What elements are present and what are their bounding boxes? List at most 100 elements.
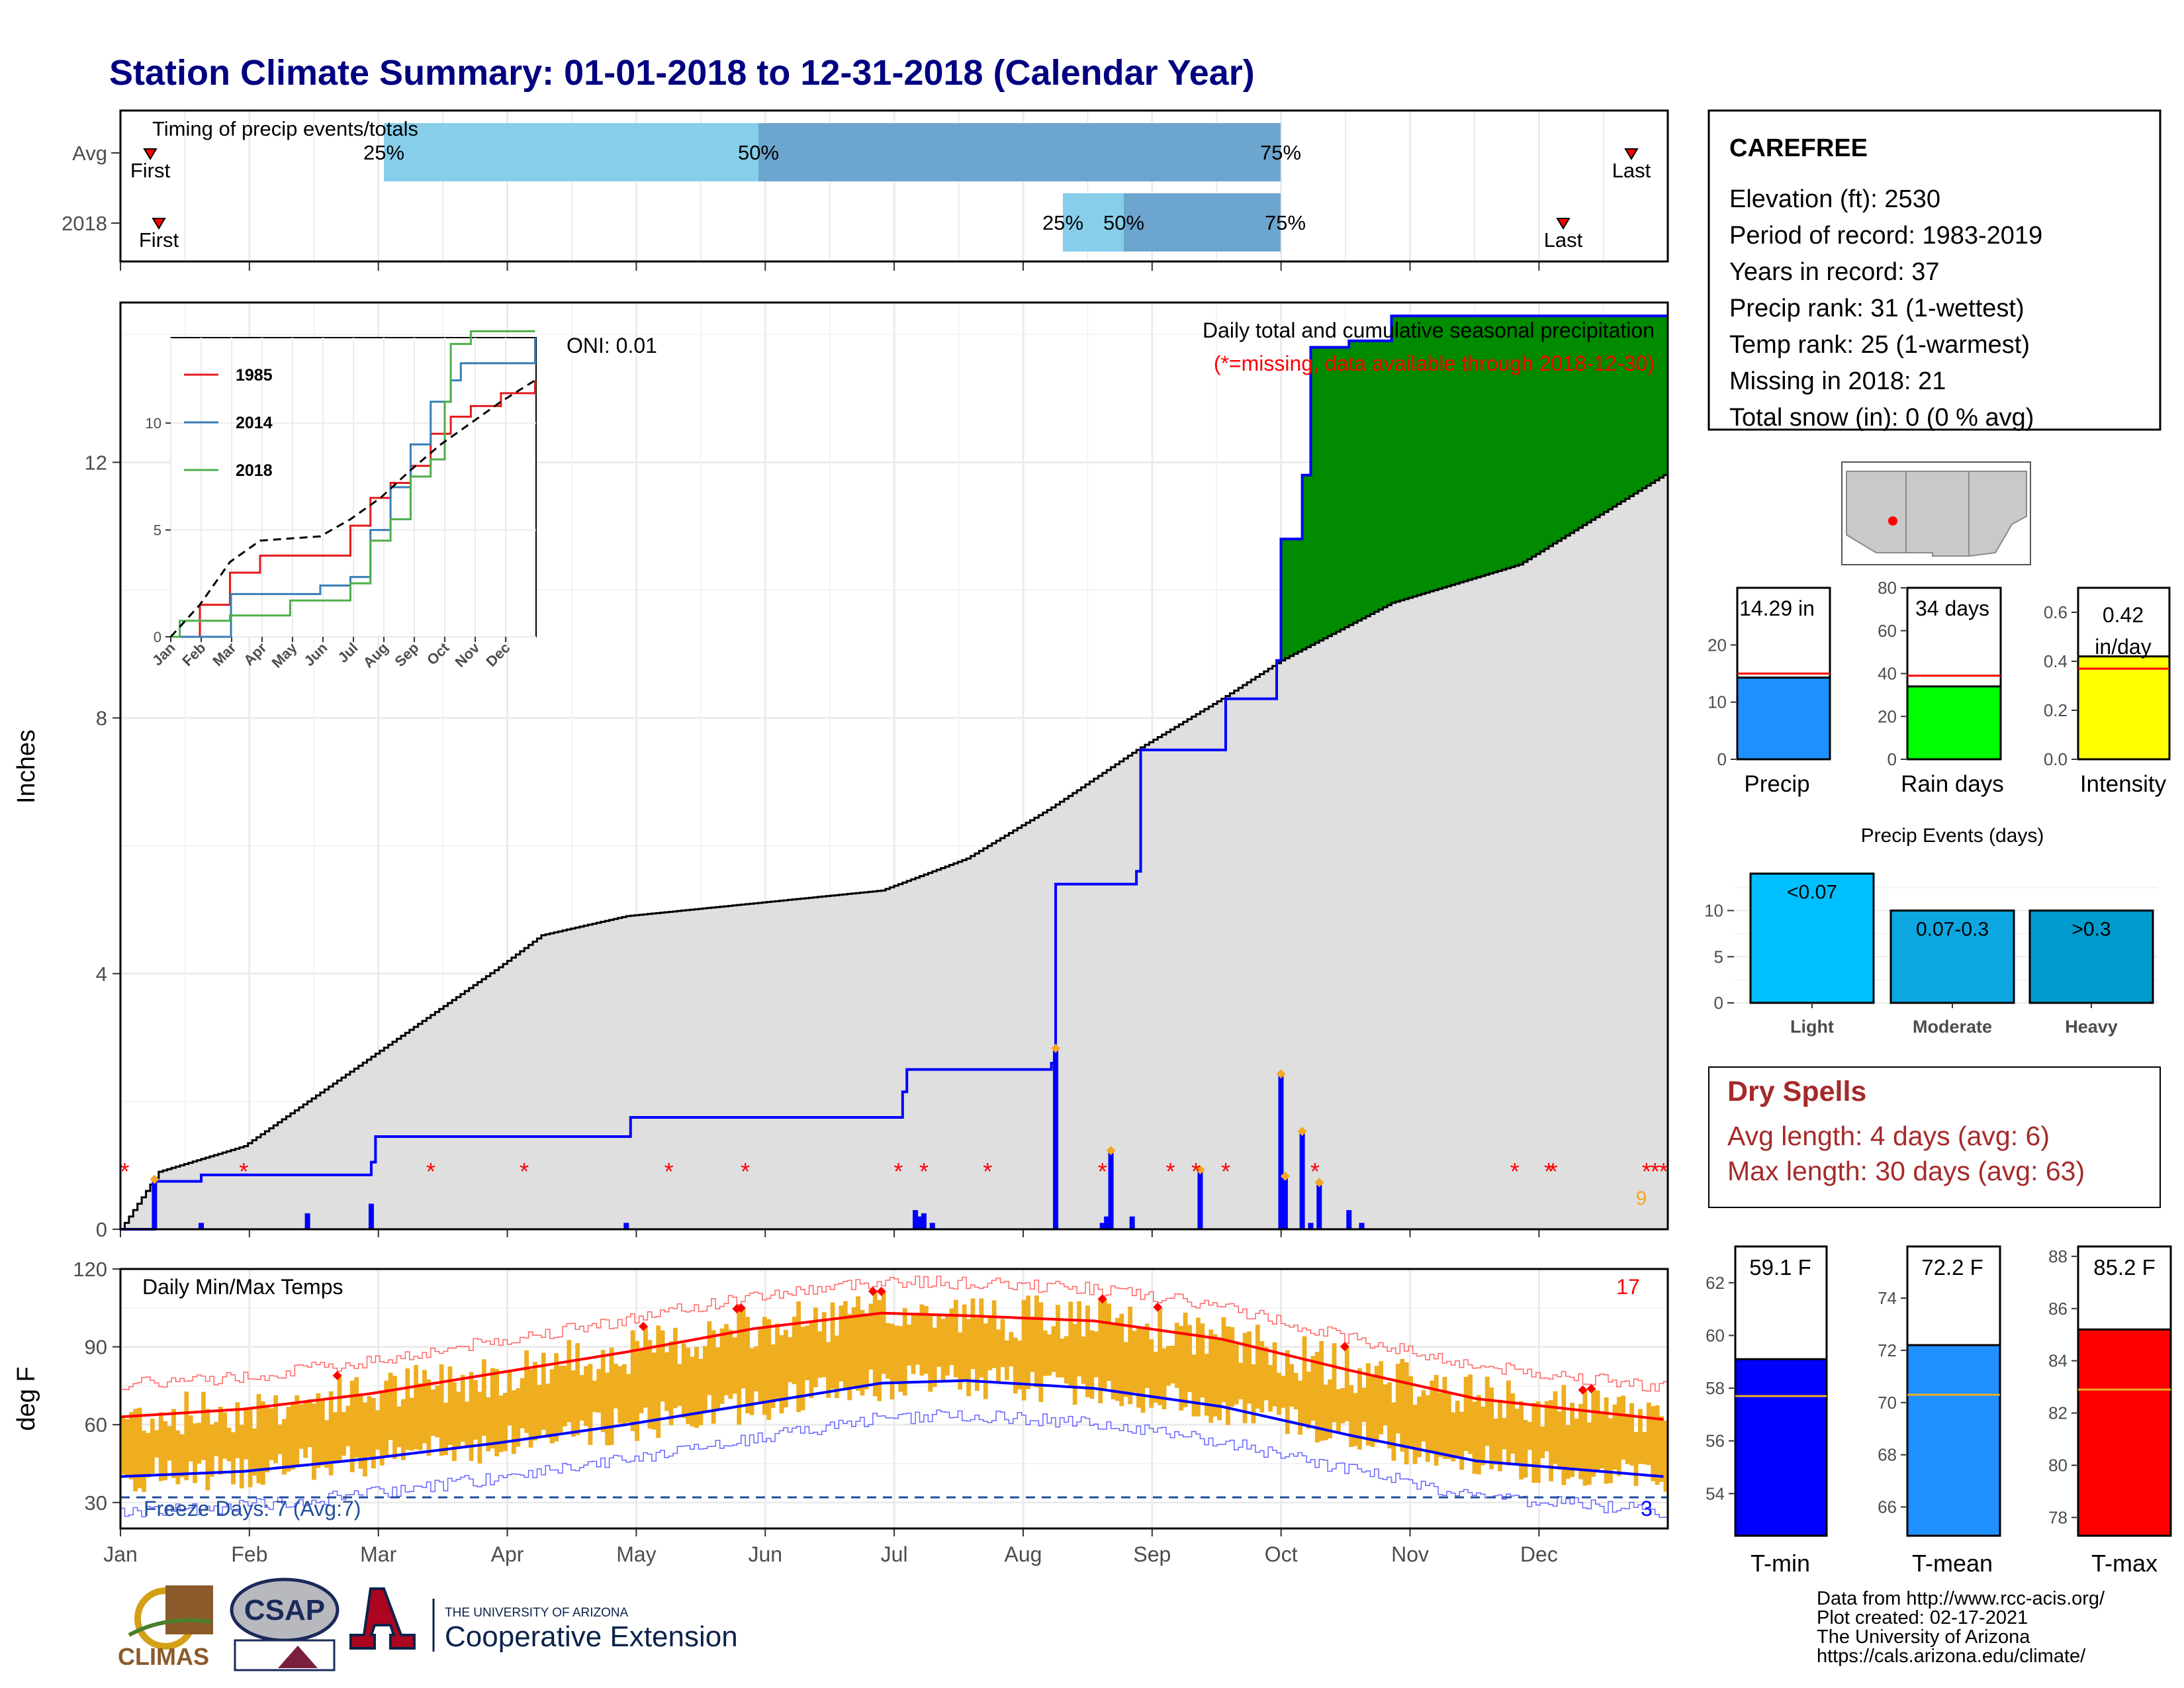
daily-temp-range-bar: [1625, 1413, 1630, 1464]
avg-p50-label: 50%: [738, 141, 779, 164]
daily-temp-range-bar: [1604, 1397, 1609, 1484]
daily-temp-range-bar: [1251, 1364, 1256, 1424]
daily-temp-range-bar: [694, 1346, 699, 1429]
daily-temp-range-bar: [605, 1372, 610, 1446]
daily-temp-range-bar: [1259, 1341, 1265, 1413]
daily-temp-range-bar: [1586, 1422, 1592, 1485]
daily-temp-range-bar: [188, 1415, 193, 1462]
value-bar: [2077, 1328, 2172, 1537]
daily-temp-range-bar: [1472, 1401, 1477, 1474]
daily-temp-range-bar: [626, 1374, 631, 1423]
temp-y-tick-label: 90: [85, 1336, 107, 1359]
daily-temp-range-bar: [1332, 1343, 1337, 1423]
daily-temp-range-bar: [396, 1406, 402, 1448]
daily-temp-range-bar: [439, 1364, 444, 1456]
avg-cumulative-line: [120, 474, 1668, 1231]
daily-temp-range-bar: [779, 1335, 784, 1414]
daily-temp-range-bar: [537, 1385, 542, 1438]
summary-intensity-label: Intensity: [2080, 771, 2167, 797]
bar-y-tick-label: 74: [1878, 1288, 1897, 1308]
daily-temp-range-bar: [953, 1299, 958, 1378]
daily-temp-range-bar: [469, 1372, 474, 1462]
daily-temp-range-bar: [307, 1399, 312, 1448]
daily-temp-range-bar: [894, 1325, 899, 1382]
uofa-logo-line2: Cooperative Extension: [445, 1620, 738, 1653]
daily-temp-range-bar: [1468, 1374, 1473, 1454]
daily-temp-range-bar: [635, 1340, 640, 1441]
daily-temp-range-bar: [1277, 1372, 1281, 1415]
daily-temp-range-bar: [1553, 1391, 1558, 1464]
dry-spells-box: Dry Spells Avg length: 4 days (avg: 6) M…: [1708, 1066, 2161, 1208]
daily-temp-range-bar: [1447, 1392, 1451, 1460]
daily-precip-bar: [1308, 1223, 1314, 1229]
csap-logo[interactable]: CSAP: [230, 1577, 340, 1671]
daily-temp-range-bar: [371, 1397, 376, 1469]
bar-y-tick-label: 70: [1878, 1393, 1897, 1413]
daily-temp-range-bar: [1047, 1334, 1052, 1376]
daily-temp-range-bar: [163, 1421, 168, 1481]
timing-row-avg-label: Avg: [72, 142, 107, 165]
daily-temp-range-bar: [698, 1358, 704, 1426]
daily-temp-range-bar: [962, 1304, 967, 1382]
daily-temp-range-bar: [409, 1397, 414, 1451]
missing-count-label: 9: [1636, 1188, 1647, 1209]
daily-temp-range-bar: [766, 1319, 772, 1420]
missing-day-marker: *: [893, 1158, 903, 1185]
daily-temp-range-bar: [1200, 1323, 1205, 1398]
temp-y-axis-label: deg F: [13, 1366, 40, 1430]
inset-series-line-avg: [169, 379, 536, 638]
daily-temp-range-bar: [256, 1393, 261, 1483]
daily-temp-range-bar: [414, 1365, 419, 1450]
daily-temp-range-bar: [677, 1364, 682, 1406]
missing-day-marker: *: [1510, 1158, 1520, 1185]
daily-temp-range-bar: [1051, 1326, 1056, 1372]
temp-x-tick-label: Jun: [748, 1542, 782, 1566]
university-arizona-logo[interactable]: THE UNIVERSITY OF ARIZONA Cooperative Ex…: [349, 1587, 738, 1653]
daily-precip-max-marker: [1195, 1165, 1205, 1175]
daily-temp-range-bar: [923, 1305, 929, 1374]
avg-p75-label: 75%: [1260, 141, 1301, 164]
bar-y-tick-label: 0.6: [2044, 602, 2068, 622]
daily-precip-bar: [1346, 1210, 1352, 1229]
daily-temp-range-bar: [570, 1370, 576, 1437]
daily-temp-range-bar: [826, 1342, 831, 1398]
daily-temp-range-bar: [1293, 1372, 1298, 1410]
daily-temp-range-bar: [668, 1341, 674, 1425]
temp-x-tick-label: Nov: [1391, 1542, 1429, 1566]
tmin-label: T-min: [1751, 1550, 1810, 1577]
daily-temp-range-bar: [193, 1423, 198, 1483]
daily-temp-range-bar: [1170, 1345, 1175, 1383]
daily-temp-range-bar: [1247, 1331, 1251, 1404]
daily-temp-range-bar: [940, 1319, 946, 1380]
daily-temp-range-bar: [1281, 1376, 1286, 1408]
temp-x-tick-label: Feb: [231, 1542, 267, 1566]
inset-legend-1985: 1985: [236, 366, 273, 385]
avg-first-marker-icon: [143, 148, 158, 160]
daily-temp-range-bar: [1438, 1392, 1443, 1457]
record-high-marker: [1586, 1383, 1596, 1393]
y2018-first-marker-icon: [152, 218, 166, 230]
precip-y-tick-label: 0: [96, 1218, 107, 1241]
daily-temp-range-bar: [1387, 1382, 1392, 1449]
daily-temp-range-bar: [936, 1314, 942, 1367]
daily-temp-range-bar: [1306, 1372, 1311, 1429]
daily-temp-range-bar: [1506, 1380, 1511, 1466]
daily-temp-range-bar: [1098, 1299, 1103, 1403]
tmean-label: T-mean: [1912, 1550, 1993, 1577]
climas-logo[interactable]: CLIMAS: [118, 1585, 213, 1670]
daily-temp-range-bar: [588, 1364, 593, 1445]
daily-temp-range-bar: [239, 1425, 244, 1489]
daily-temp-range-bar: [252, 1428, 257, 1476]
daily-temp-range-bar: [473, 1380, 478, 1440]
events-y-tick-label: 0: [1714, 993, 1723, 1013]
temp-panel: 30 60 90 120 Jan Feb Mar Apr May Jun Jul Aug Sep Oct N…: [13, 1258, 1669, 1566]
bar-y-tick-label: 86: [2048, 1299, 2068, 1319]
daily-temp-range-bar: [460, 1375, 465, 1442]
daily-temp-range-bar: [392, 1376, 397, 1460]
daily-temp-range-bar: [1493, 1418, 1498, 1465]
daily-temp-range-bar: [1370, 1375, 1375, 1447]
daily-precip-bar: [921, 1213, 927, 1229]
daily-temp-range-bar: [1357, 1368, 1362, 1450]
precip-event-range-label: <0.07: [1787, 882, 1837, 904]
